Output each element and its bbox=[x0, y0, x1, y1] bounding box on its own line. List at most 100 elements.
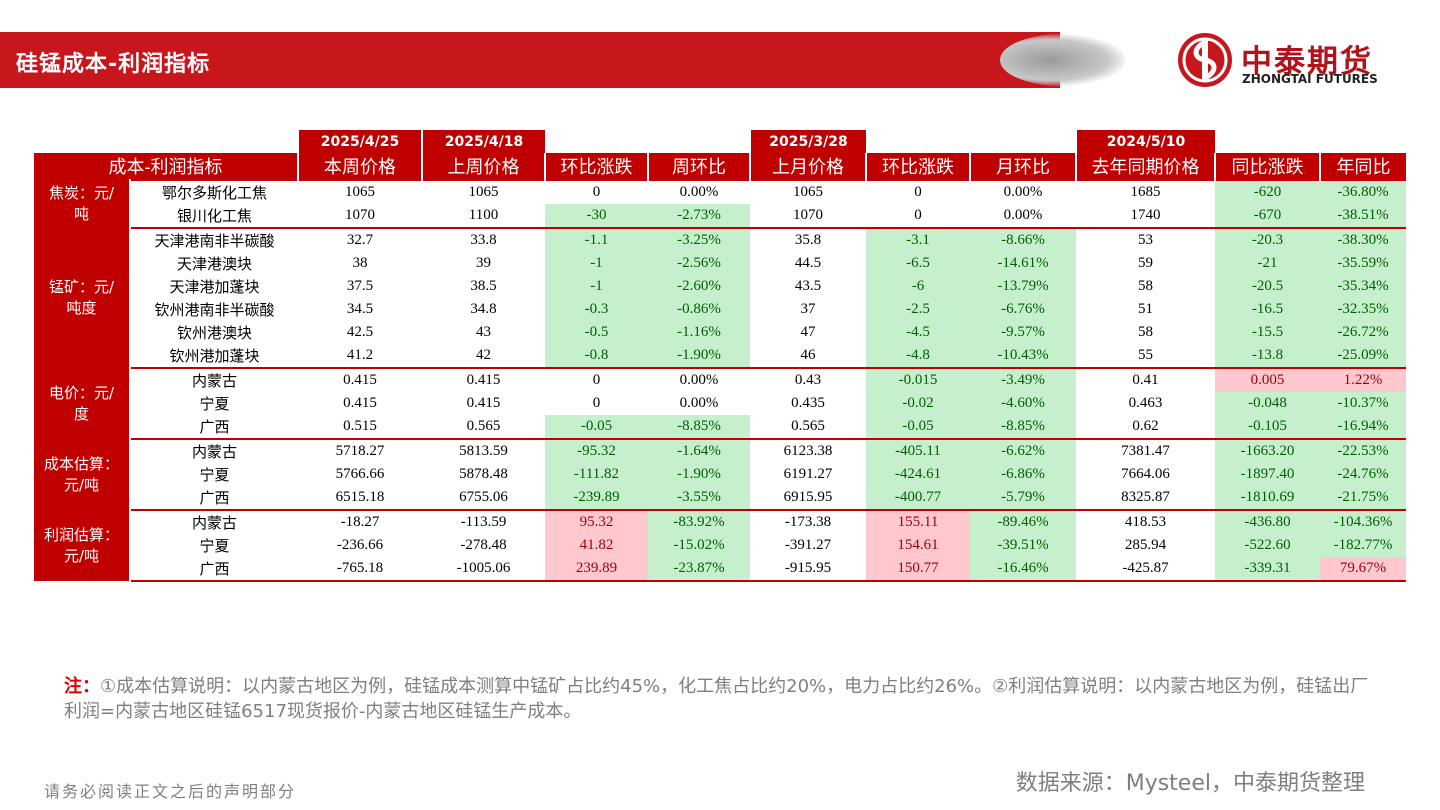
value-cell: -3.49% bbox=[970, 367, 1076, 392]
value-cell: 0.565 bbox=[750, 415, 866, 440]
value-cell: -1810.69 bbox=[1215, 486, 1320, 511]
value-cell: -23.87% bbox=[648, 557, 750, 582]
value-cell: -38.30% bbox=[1320, 227, 1406, 252]
value-cell: -670 bbox=[1215, 204, 1320, 229]
value-cell: 6515.18 bbox=[298, 486, 422, 511]
row-name: 银川化工焦 bbox=[130, 204, 298, 229]
value-cell: 1070 bbox=[750, 204, 866, 229]
value-cell: -10.43% bbox=[970, 344, 1076, 369]
value-cell: 7664.06 bbox=[1121, 466, 1170, 482]
value-cell: -1.90% bbox=[648, 344, 750, 369]
value-cell: -0.05 bbox=[866, 415, 970, 440]
value-cell: -83.92% bbox=[648, 509, 750, 534]
value-cell: -0.02 bbox=[866, 392, 970, 415]
column-header: 同比涨跌 bbox=[1214, 153, 1320, 180]
group-label-line: 吨 bbox=[73, 205, 89, 223]
group-label-line: 吨度 bbox=[66, 299, 97, 317]
value-cell: -1 bbox=[545, 252, 648, 275]
value-cell: 47 bbox=[800, 324, 816, 340]
value-cell: 0.00% bbox=[679, 395, 719, 411]
row-name: 宁夏 bbox=[199, 539, 230, 555]
value-cell: -18.27 bbox=[298, 509, 422, 534]
value-cell: 41.82 bbox=[545, 534, 648, 557]
value-cell: 7381.47 bbox=[1076, 438, 1215, 463]
value-cell: -35.59% bbox=[1320, 252, 1406, 275]
group-label: 锰矿：元/吨度 bbox=[34, 227, 131, 368]
value-cell: -2.73% bbox=[648, 204, 750, 229]
column-header: 年同比 bbox=[1319, 153, 1406, 180]
value-cell: 418.53 bbox=[1076, 509, 1215, 534]
value-cell: 0.41 bbox=[1076, 367, 1215, 392]
row-name: 宁夏 bbox=[199, 397, 230, 413]
value-cell: -3.55% bbox=[648, 486, 750, 511]
group-label-line: 元/吨 bbox=[63, 475, 100, 494]
blank-cell bbox=[1215, 130, 1320, 153]
group-label: 利润估算： 元/吨 bbox=[34, 509, 131, 581]
value-cell: 1070 bbox=[298, 204, 422, 229]
value-cell: -339.31 bbox=[1215, 557, 1320, 582]
value-cell: -8.66% bbox=[970, 227, 1076, 252]
row-name: 天津港南非半碳酸 bbox=[130, 227, 298, 252]
row-name: 宁夏 bbox=[199, 468, 230, 484]
value-cell: -4.60% bbox=[970, 392, 1076, 415]
group-label: 焦炭：元/吨 bbox=[34, 179, 131, 228]
column-header: 环比涨跌 bbox=[544, 153, 648, 180]
value-cell: 0 bbox=[545, 367, 648, 392]
table-row: 广西 -765.18 -1005.06 239.89 -23.87% -915.95 150… bbox=[34, 557, 1406, 582]
table-row: 钦州港加蓬块 41.2 42 -0.8 -1.90% 46 -4.8 -10.43% 55 -13… bbox=[34, 344, 1406, 369]
value-cell: -36.80% bbox=[1320, 179, 1406, 204]
value-cell: 0.00% bbox=[970, 179, 1076, 204]
value-cell: 35.8 bbox=[750, 227, 866, 252]
value-cell: 154.61 bbox=[866, 534, 970, 557]
row-name: 天津港澳块 bbox=[176, 257, 252, 273]
header-bar bbox=[0, 32, 1060, 88]
value-cell: 0.415 bbox=[343, 395, 377, 411]
value-cell: -15.5 bbox=[1215, 321, 1320, 344]
value-cell: -26.72% bbox=[1320, 321, 1406, 344]
value-cell: -21 bbox=[1215, 252, 1320, 275]
value-cell: 0.415 bbox=[466, 395, 501, 411]
value-cell: -0.015 bbox=[866, 367, 970, 392]
blank-cell bbox=[1320, 130, 1406, 153]
value-cell: -1 bbox=[545, 275, 648, 298]
logo-subtext: ZHONGTAI FUTURES bbox=[1242, 72, 1378, 86]
value-cell: 155.11 bbox=[866, 509, 970, 534]
value-cell: -0.05 bbox=[545, 415, 648, 440]
column-header: 周环比 bbox=[647, 153, 750, 180]
header-row: 成本-利润指标 本周价格 上周价格 环比涨跌 周环比 上月价格 环比涨跌 月环比 去年同期价格同… bbox=[34, 153, 1406, 180]
value-cell: -0.105 bbox=[1215, 415, 1320, 440]
value-cell: 0.62 bbox=[1076, 415, 1215, 440]
value-cell: -6.62% bbox=[970, 438, 1076, 463]
value-cell: -4.8 bbox=[866, 344, 970, 369]
value-cell: -0.048 bbox=[1215, 392, 1320, 415]
value-cell: 95.32 bbox=[545, 509, 648, 534]
value-cell: -3.1 bbox=[866, 227, 970, 252]
value-cell: -2.5 bbox=[866, 298, 970, 321]
table-row: 宁夏 5766.66 5878.48 -111.82 -1.90% 6191.27 -424… bbox=[34, 463, 1406, 486]
row-name: 钦州港加蓬块 bbox=[130, 344, 298, 369]
value-cell: -0.5 bbox=[545, 321, 648, 344]
value-cell: -0.3 bbox=[545, 298, 648, 321]
blank-cell bbox=[545, 130, 648, 153]
value-cell: -22.53% bbox=[1320, 438, 1406, 463]
value-cell: 5718.27 bbox=[298, 438, 422, 463]
value-cell: 0.005 bbox=[1215, 367, 1320, 392]
page-title: 硅锰成本-利润指标 bbox=[16, 52, 211, 77]
row-name: 天津港加蓬块 bbox=[169, 280, 260, 296]
corner-cell: 成本-利润指标 bbox=[34, 153, 298, 180]
value-cell: 239.89 bbox=[545, 557, 648, 582]
value-cell: -10.37% bbox=[1320, 392, 1406, 415]
note-prefix: 注： bbox=[64, 676, 100, 697]
value-cell: -765.18 bbox=[298, 557, 422, 582]
column-header: 去年同期价格 bbox=[1075, 153, 1215, 180]
column-header: 上周价格 bbox=[421, 153, 545, 180]
group-label-line: 电价：元/ bbox=[48, 383, 115, 402]
value-cell: 1.22% bbox=[1320, 367, 1406, 392]
value-cell: -239.89 bbox=[545, 486, 648, 511]
value-cell: -9.57% bbox=[970, 321, 1076, 344]
table-row: 焦炭：元/吨鄂尔多斯化工焦 1065 1065 0 0.00% 1065 0 0.00% 168… bbox=[34, 179, 1406, 228]
group-label-line: 成本估算： bbox=[43, 454, 119, 473]
value-cell: -111.82 bbox=[545, 463, 648, 486]
row-name: 广西 bbox=[130, 415, 298, 440]
table-row: 广西 0.515 0.565 -0.05 -8.85% 0.565 -0.05 -8.85% 0… bbox=[34, 415, 1406, 440]
